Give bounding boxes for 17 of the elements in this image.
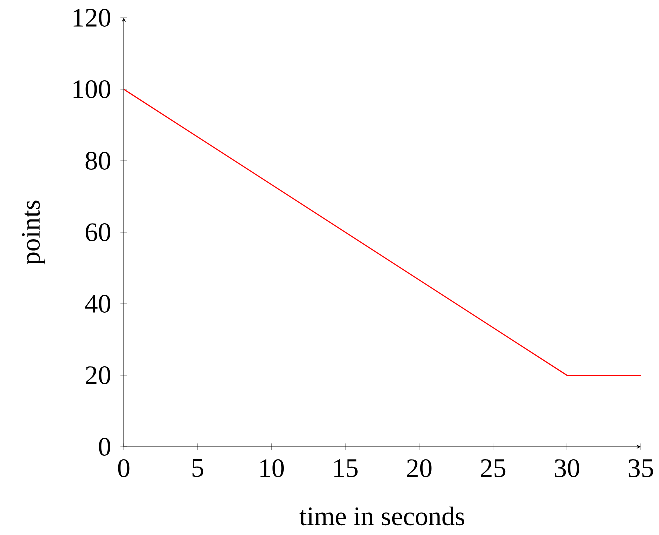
y-axis-title: points xyxy=(22,200,46,265)
y-tick-label: 0 xyxy=(99,438,110,456)
x-tick-label: 0 xyxy=(118,459,130,478)
y-tick-label: 60 xyxy=(86,224,110,242)
y-tick-label: 100 xyxy=(74,80,110,98)
y-tick-label: 120 xyxy=(74,9,110,27)
x-tick-label: 5 xyxy=(192,459,204,478)
x-axis-title: time in seconds xyxy=(300,506,464,526)
y-tick-label: 20 xyxy=(86,366,110,384)
y-tick-label: 80 xyxy=(86,152,110,170)
x-tick-label: 35 xyxy=(628,459,654,478)
x-tick-label: 30 xyxy=(555,459,580,478)
x-tick-label: 25 xyxy=(481,459,506,478)
x-tick-label: 10 xyxy=(260,459,284,478)
y-tick-label: 40 xyxy=(85,295,110,313)
x-tick-label: 20 xyxy=(407,459,432,478)
x-tick-label: 15 xyxy=(334,459,358,478)
